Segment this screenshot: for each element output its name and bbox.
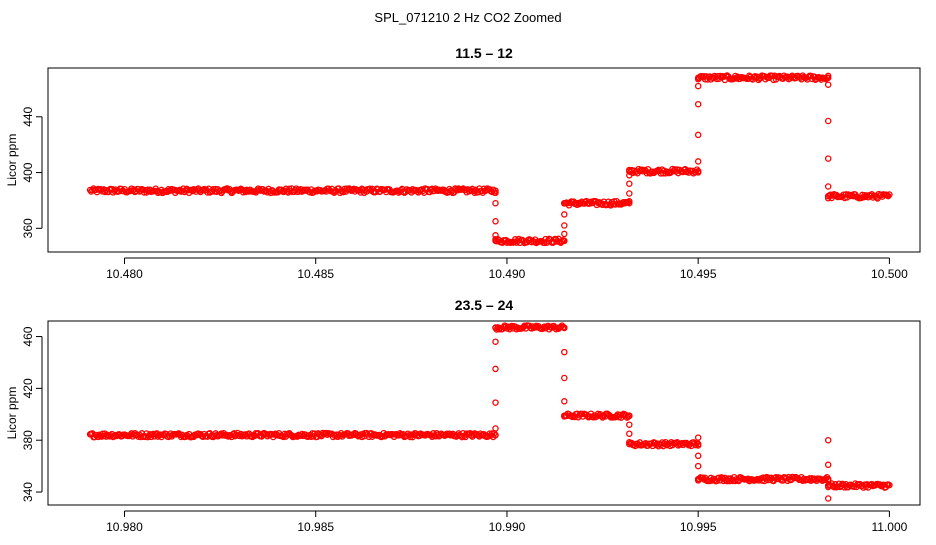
y-tick-label: 440 (21, 106, 35, 126)
data-point (284, 431, 292, 438)
data-point (492, 324, 499, 331)
y-tick-label: 400 (21, 162, 35, 182)
y-tick-label: 360 (21, 218, 35, 238)
data-point (834, 483, 841, 491)
data-point (694, 158, 702, 165)
data-point (492, 237, 499, 245)
data-point (624, 199, 632, 206)
y-tick-label: 460 (21, 326, 35, 346)
data-point (626, 199, 633, 207)
data-point (626, 440, 633, 448)
data-point (824, 155, 832, 162)
x-tick-label: 10.485 (297, 267, 334, 281)
y-tick-label: 340 (21, 482, 35, 502)
data-point (492, 399, 499, 406)
data-point (561, 222, 568, 229)
y-axis-label: Licor ppm (5, 134, 19, 187)
data-point (886, 481, 893, 489)
x-tick-label: 11.000 (871, 520, 907, 534)
panel-top: 11.5 – 12 Licor ppm 10.480 10.485 10.490 10.4… (5, 45, 921, 281)
data-point (824, 81, 832, 88)
data-point (557, 323, 565, 331)
data-points (86, 322, 893, 502)
data-point (694, 74, 702, 82)
data-point (561, 412, 568, 419)
data-point (694, 434, 702, 441)
data-point (561, 237, 568, 245)
x-tick-label: 10.500 (871, 267, 908, 281)
x-tick-label: 10.490 (489, 267, 526, 281)
y-tick-label: 380 (21, 430, 35, 450)
data-point (626, 430, 633, 437)
data-point (824, 495, 832, 502)
x-tick-label: 10.985 (297, 520, 334, 534)
data-point (492, 189, 499, 197)
data-point (886, 191, 893, 198)
data-point (694, 462, 702, 470)
data-point (626, 421, 633, 428)
data-point (561, 398, 568, 405)
data-point (604, 201, 611, 209)
data-point (824, 192, 832, 200)
data-point (492, 425, 499, 432)
data-point (694, 131, 702, 139)
panel-title: 23.5 – 24 (455, 297, 514, 313)
data-point (561, 324, 568, 331)
data-point (824, 461, 832, 469)
data-point (561, 211, 568, 218)
figure-title: SPL_071210 2 Hz CO2 Zoomed (374, 10, 561, 25)
data-point (561, 348, 568, 356)
y-axis-label: Licor ppm (5, 387, 19, 440)
x-tick-label: 10.495 (680, 267, 717, 281)
data-point (694, 100, 702, 108)
plot-frame (47, 67, 921, 253)
data-point (561, 374, 568, 382)
data-point (626, 190, 633, 197)
plot-frame (47, 320, 921, 506)
panel-title: 11.5 – 12 (455, 45, 513, 61)
data-point (694, 167, 702, 175)
x-tick-label: 10.480 (106, 267, 143, 281)
data-point (694, 452, 702, 460)
data-points (86, 72, 893, 247)
data-point (824, 117, 832, 125)
x-tick-label: 10.980 (106, 520, 143, 534)
data-point (492, 218, 499, 225)
panel-bottom: 23.5 – 24 Licor ppm 10.980 10.985 10.990 10.9… (5, 297, 921, 534)
data-point (694, 475, 702, 483)
x-tick-label: 10.995 (680, 520, 717, 534)
data-point (824, 74, 832, 82)
data-point (626, 167, 633, 175)
data-point (694, 82, 702, 90)
data-point (824, 475, 832, 483)
data-point (492, 365, 499, 373)
data-point (694, 440, 702, 448)
data-point (488, 430, 496, 437)
data-point (824, 482, 832, 489)
y-tick-label: 420 (21, 378, 35, 398)
data-point (492, 187, 499, 194)
data-point (492, 199, 499, 207)
data-point (626, 412, 633, 419)
data-point (561, 199, 568, 207)
data-point (824, 436, 832, 444)
data-point (824, 183, 832, 190)
data-point (492, 431, 499, 439)
data-point (626, 180, 633, 187)
data-point (626, 172, 633, 179)
x-tick-label: 10.990 (489, 520, 526, 534)
data-point (492, 338, 499, 345)
data-point (561, 230, 568, 238)
